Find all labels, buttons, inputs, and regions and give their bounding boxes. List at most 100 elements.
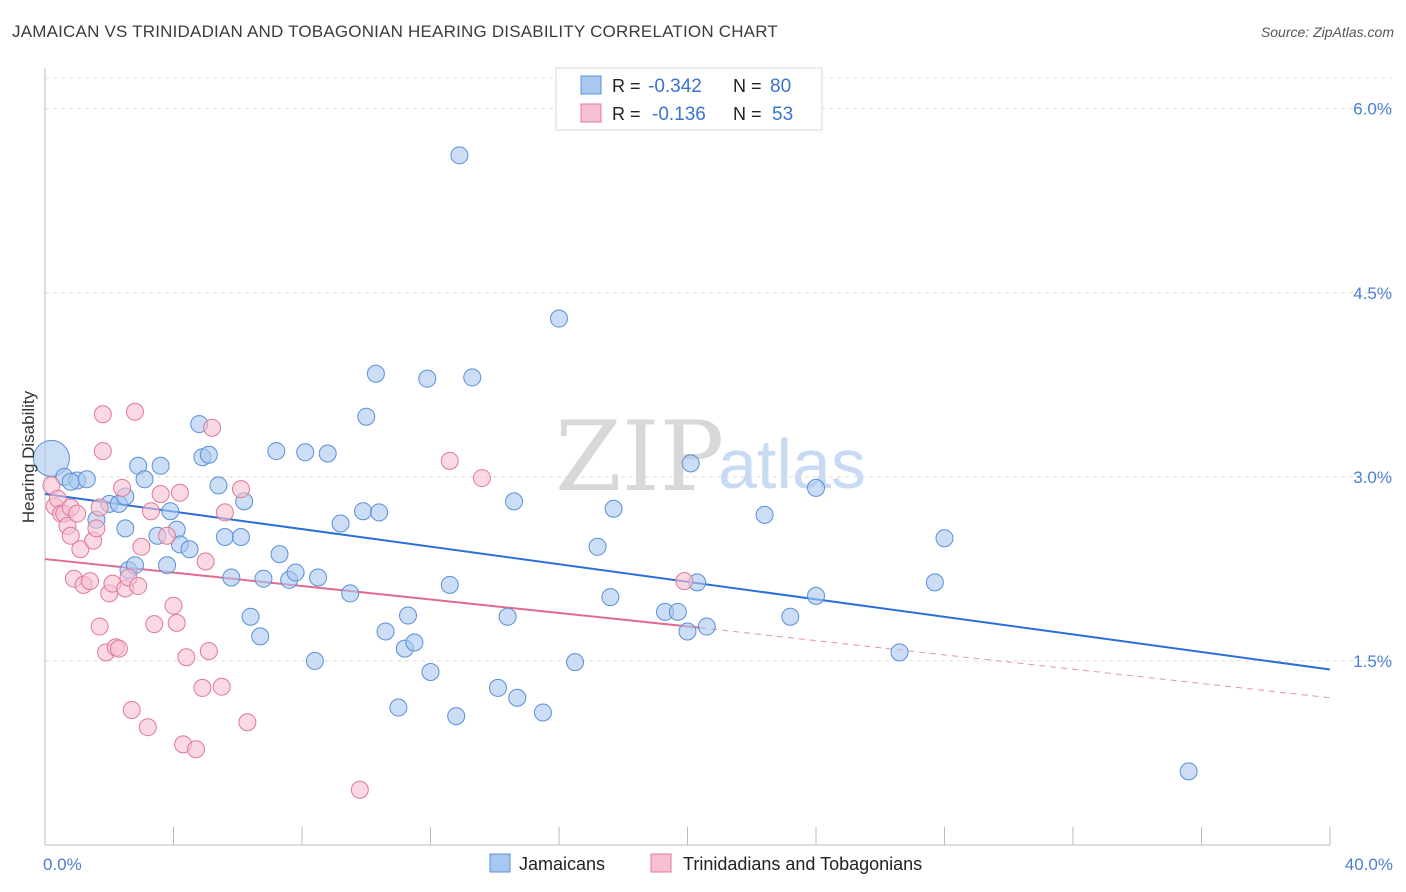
y-tick-label-2: 4.5%	[1353, 284, 1392, 303]
trinidadian-point-30	[132, 537, 151, 556]
jamaican-point-63	[566, 653, 585, 672]
jamaican-point-39	[318, 444, 337, 463]
trinidadian-point-18	[93, 405, 112, 424]
legend-n-value-2: 53	[772, 104, 793, 125]
jamaican-point-20	[180, 540, 199, 559]
jamaican-point-38	[309, 568, 328, 587]
trinidadian-point-45	[203, 418, 222, 437]
jamaican-point-58	[498, 607, 517, 626]
trinidadian-point-9	[68, 504, 87, 523]
trinidadian-point-43	[196, 552, 215, 571]
grid-lines	[45, 77, 1392, 662]
jamaican-point-65	[601, 588, 620, 607]
trinidadian-point-40	[177, 648, 196, 667]
y-tick-labels: 1.5% 3.0% 4.5% 6.0%	[1353, 100, 1392, 671]
jamaican-point-43	[357, 407, 376, 426]
trinidadian-point-44	[199, 642, 218, 661]
legend-swatch-jamaicans	[580, 75, 602, 95]
legend-bottom-label-trinidadians: Trinidadians and Tobagonians	[683, 854, 922, 874]
jamaican-point-33	[270, 545, 289, 564]
trinidadian-point-31	[138, 718, 157, 737]
jamaican-point-57	[488, 678, 507, 697]
trinidadian-point-49	[238, 713, 257, 732]
trinidadian-point-38	[170, 483, 189, 502]
jamaican-point-27	[231, 527, 250, 546]
x-tick-label-1: 40.0%	[1345, 855, 1393, 874]
trend-line-trinidadians-extension	[700, 627, 1331, 699]
jamaican-point-47	[389, 698, 408, 717]
jamaican-point-77	[890, 643, 909, 662]
legend-bottom-label-jamaicans: Jamaicans	[519, 854, 605, 874]
trinidadian-point-53	[675, 572, 694, 591]
trinidadian-point-6	[61, 526, 80, 545]
legend-bottom-swatch-trinidadians	[650, 853, 672, 873]
jamaican-point-25	[215, 527, 234, 546]
trinidadian-point-10	[71, 540, 90, 559]
watermark-atlas: atlas	[718, 425, 866, 503]
jamaican-point-30	[251, 627, 270, 646]
trinidadian-point-34	[151, 485, 170, 504]
jamaican-point-68	[668, 602, 687, 621]
jamaican-point-9	[116, 519, 135, 538]
trinidadian-point-36	[164, 596, 183, 615]
jamaican-point-79	[935, 529, 954, 548]
legend-n-label-1: N =	[733, 76, 762, 96]
x-tick-labels: 0.0% 40.0%	[43, 855, 1393, 874]
trinidadian-point-37	[167, 613, 186, 632]
jamaican-point-53	[440, 575, 459, 594]
jamaican-point-62	[550, 309, 568, 328]
jamaican-point-69	[681, 454, 700, 473]
legend-bottom-swatch-jamaicans	[489, 853, 511, 873]
jamaican-point-80	[1179, 762, 1198, 781]
jamaican-point-40	[331, 514, 350, 533]
jamaican-point-35	[286, 563, 305, 582]
jamaican-point-37	[305, 651, 324, 670]
trend-line-trinidadians	[44, 558, 701, 629]
trinidadian-point-52	[472, 469, 491, 488]
trinidadian-point-23	[109, 639, 128, 658]
trinidadian-point-29	[129, 577, 148, 596]
jamaican-point-24	[209, 476, 228, 495]
y-tick-label-3: 6.0%	[1353, 100, 1392, 119]
jamaican-point-66	[604, 499, 623, 518]
jamaican-point-46	[376, 622, 395, 641]
legend-r-value-2: -0.136	[652, 104, 706, 125]
jamaican-point-71	[678, 622, 697, 641]
trinidadian-point-16	[90, 498, 109, 517]
chart-title: JAMAICAN VS TRINIDADIAN AND TOBAGONIAN H…	[12, 22, 778, 41]
jamaican-point-61	[533, 703, 552, 722]
jamaican-point-64	[588, 537, 607, 556]
jamaican-point-49	[399, 606, 418, 625]
y-tick-label-0: 1.5%	[1353, 652, 1392, 671]
legend-swatch-trinidadians	[580, 103, 602, 123]
trinidadian-point-33	[145, 615, 164, 634]
jamaican-point-73	[755, 505, 774, 524]
jamaican-point-50	[405, 633, 424, 652]
jamaican-point-74	[781, 607, 800, 626]
jamaican-point-59	[505, 492, 524, 511]
trinidadian-point-35	[158, 526, 177, 545]
trinidadian-point-24	[113, 478, 132, 497]
legend-top: R = -0.342 N = 80 R = -0.136 N = 53	[555, 67, 823, 131]
legend-n-label-2: N =	[733, 104, 762, 124]
jamaican-point-41	[341, 584, 360, 603]
legend-r-label-1: R =	[612, 76, 641, 96]
y-tick-label-1: 3.0%	[1353, 468, 1392, 487]
legend-r-label-2: R =	[612, 104, 641, 124]
jamaican-point-29	[241, 607, 260, 626]
jamaican-point-72	[697, 617, 716, 636]
trinidadian-point-47	[215, 503, 234, 522]
trinidadian-point-48	[231, 480, 250, 499]
jamaican-point-36	[296, 443, 315, 462]
trinidadian-point-50	[350, 780, 369, 799]
jamaican-point-15	[151, 456, 170, 475]
jamaican-point-60	[508, 688, 527, 707]
y-axis-title: Hearing Disability	[19, 390, 38, 523]
jamaican-point-42	[354, 502, 373, 521]
jamaican-point-16	[158, 556, 177, 575]
jamaican-point-54	[447, 707, 466, 726]
jamaican-point-32	[267, 442, 286, 461]
jamaican-point-76	[807, 586, 825, 605]
jamaican-point-13	[135, 470, 154, 489]
jamaican-point-3	[61, 472, 80, 491]
